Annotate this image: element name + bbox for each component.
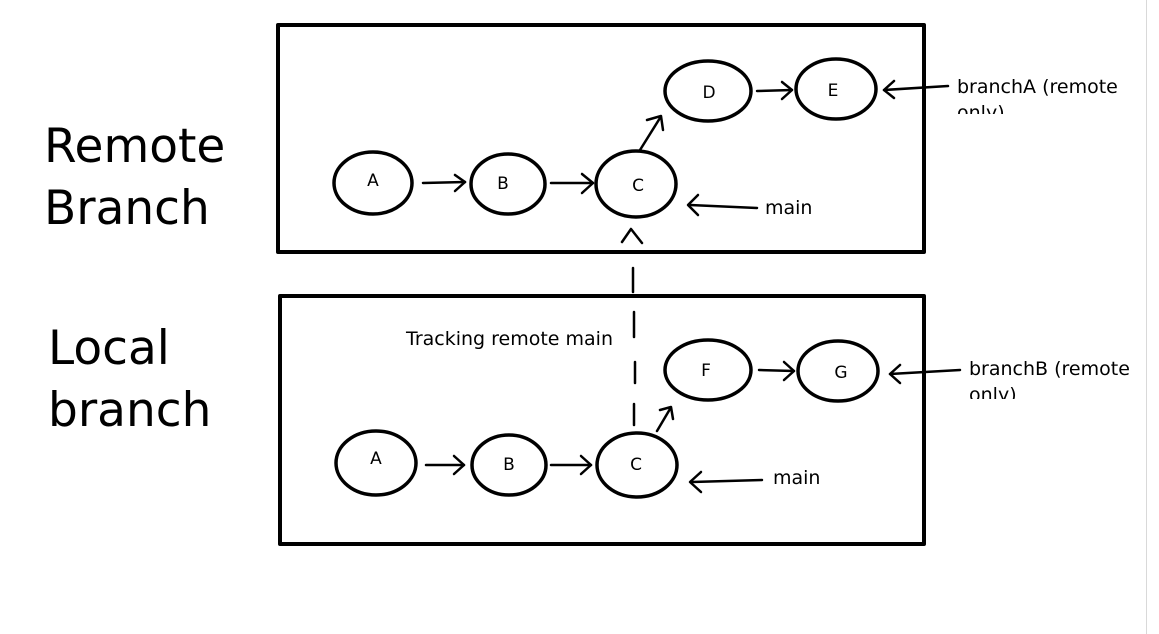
branchA-label-line1: branchA (remote [957, 76, 1118, 98]
local-title-line1: Local [48, 321, 170, 376]
remote-box [276, 23, 926, 254]
arrow-remote-main-pointer [686, 193, 759, 217]
branchB-label-line1: branchB (remote [969, 358, 1130, 380]
remote-commit-c-label: C [632, 176, 644, 196]
arrow-remote-c-d [638, 114, 665, 152]
arrow-local-a-b [424, 454, 466, 476]
remote-commit-b-label: B [497, 174, 509, 194]
local-box [278, 294, 926, 546]
branchB-label: branchB (remote only) [969, 356, 1130, 399]
arrow-remote-a-b [421, 173, 467, 193]
remote-branch-title: Remote Branch [44, 116, 225, 240]
local-commit-g-label: G [834, 363, 847, 383]
local-commit-f-label: F [701, 361, 711, 381]
local-main-label: main [773, 467, 821, 489]
local-branch-title: Local branch [48, 318, 211, 442]
local-commit-g [796, 339, 880, 403]
remote-main-label: main [765, 197, 813, 219]
local-commit-a-label: A [370, 449, 382, 469]
local-commit-b [470, 433, 548, 497]
branchA-label: branchA (remote only) [957, 74, 1118, 114]
local-commit-c [595, 431, 679, 499]
arrow-remote-b-c [549, 172, 595, 195]
remote-commit-c [594, 149, 678, 219]
local-commit-b-label: B [503, 455, 515, 475]
remote-commit-d-label: D [702, 83, 715, 103]
arrow-local-c-f [655, 405, 675, 433]
local-commit-f [663, 338, 753, 402]
local-commit-c-label: C [630, 455, 642, 475]
arrow-branchA-pointer [882, 79, 950, 100]
arrow-remote-d-e [755, 80, 794, 101]
branchB-label-line2: only) [969, 384, 1017, 399]
arrow-local-f-g [757, 360, 796, 382]
arrow-local-b-c [549, 454, 593, 476]
branchA-label-line2: only) [957, 102, 1005, 114]
local-title-line2: branch [48, 383, 212, 438]
remote-commit-e [794, 57, 878, 121]
window-right-edge [1146, 0, 1147, 634]
remote-commit-a [332, 150, 414, 216]
arrow-tracking-remote-main [620, 227, 644, 427]
remote-commit-a-label: A [367, 171, 379, 191]
arrow-local-main-pointer [688, 470, 764, 494]
local-commit-a [334, 429, 418, 497]
arrow-branchB-pointer [888, 363, 962, 385]
tracking-label: Tracking remote main [406, 328, 614, 350]
remote-title-line2: Branch [44, 181, 210, 236]
remote-commit-d [663, 59, 753, 123]
remote-title-line1: Remote [44, 119, 226, 174]
remote-commit-e-label: E [828, 81, 839, 101]
remote-commit-b [469, 152, 547, 216]
